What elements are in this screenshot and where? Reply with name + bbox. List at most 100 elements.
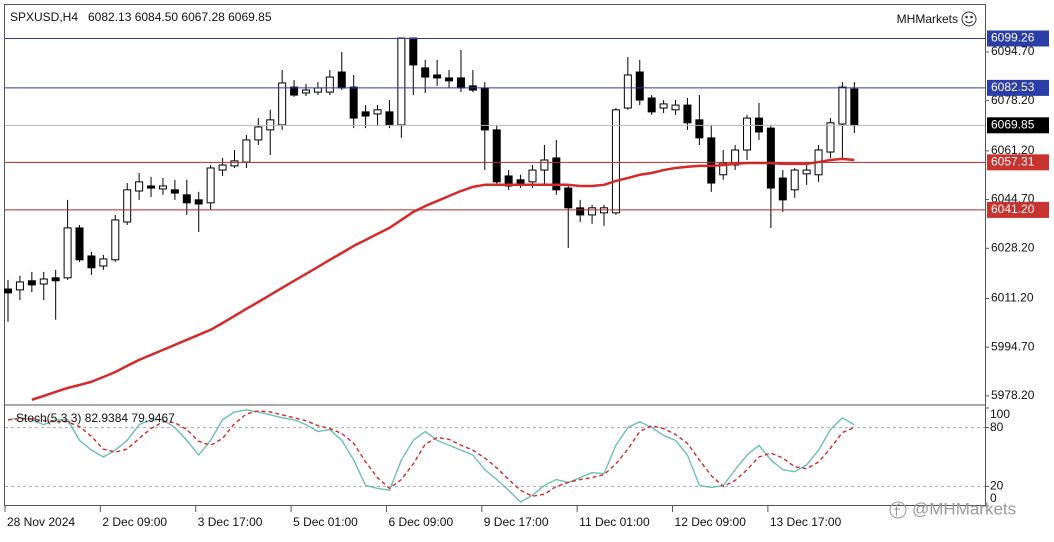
candle-body — [659, 103, 668, 109]
candle-body — [421, 67, 430, 78]
candle-body — [349, 86, 358, 119]
level-tag-label: 6082.53 — [991, 80, 1035, 94]
candle-body — [707, 137, 716, 184]
candle-body — [850, 88, 859, 126]
candle-body — [111, 219, 120, 261]
candle-body — [683, 104, 692, 124]
candle-body — [99, 258, 108, 267]
y-tick-label: 6094.70 — [991, 44, 1035, 58]
x-tick-label: 2 Dec 09:00 — [102, 515, 167, 529]
candle-body — [230, 160, 239, 167]
frame — [4, 4, 986, 506]
brand: MHMarkets — [897, 12, 958, 26]
x-tick-label: 11 Dec 01:00 — [579, 515, 650, 529]
candle-body — [373, 109, 382, 115]
level-tag-label: 6057.31 — [991, 155, 1035, 169]
candle-body — [385, 111, 394, 126]
candle-body — [540, 159, 549, 171]
y-tick-label: 6028.20 — [991, 240, 1035, 254]
y-tick-label: 6011.20 — [991, 291, 1034, 305]
symbol: SPXUSD,H4 — [10, 10, 78, 24]
y-tick-label: 6078.20 — [991, 93, 1035, 107]
candle-body — [4, 288, 12, 294]
candle-body — [576, 207, 585, 216]
level-tag — [987, 30, 1049, 47]
candle-body — [802, 169, 811, 175]
candle-body — [313, 87, 322, 93]
stoch-title: Stoch(5,3,3) 82.9384 79.9467 — [16, 411, 175, 425]
candle-body — [182, 194, 191, 204]
candle-body — [528, 169, 537, 183]
candle-body — [290, 86, 299, 96]
x-tick-label: 13 Dec 17:00 — [770, 515, 842, 529]
candle-body — [75, 227, 84, 261]
brand-icon — [961, 11, 977, 27]
candle-body — [838, 86, 847, 125]
candle-body — [242, 139, 251, 163]
series-line — [7, 409, 855, 503]
candle-body — [433, 74, 442, 79]
candle-body — [647, 97, 656, 113]
candle-body — [147, 185, 156, 189]
candle-body — [39, 278, 48, 285]
candle-body — [766, 127, 775, 189]
x-tick-label: 5 Dec 01:00 — [293, 515, 358, 529]
candle-body — [194, 199, 203, 205]
candle-body — [278, 82, 287, 126]
ohlc-values: 6082.13 6084.50 6067.28 6069.85 — [88, 10, 272, 24]
level-tag-label: 6041.20 — [991, 202, 1035, 216]
level-tag — [987, 154, 1049, 171]
y-tick-label: 80 — [990, 420, 1004, 434]
candle-body — [743, 117, 752, 151]
x-tick-label: 9 Dec 17:00 — [484, 515, 549, 529]
candle-body — [123, 189, 132, 223]
candle-body — [456, 77, 465, 89]
candle-body — [302, 89, 310, 94]
candle-body — [218, 164, 227, 171]
candle-body — [516, 179, 525, 185]
candle-body — [552, 157, 561, 191]
candle-body — [695, 119, 704, 139]
y-tick-label: 6061.20 — [991, 143, 1035, 157]
y-tick-label: 20 — [990, 479, 1004, 493]
candle-body — [27, 280, 36, 286]
y-tick-label: 0 — [990, 491, 997, 505]
candle-body — [206, 167, 215, 204]
candle-body — [63, 227, 72, 279]
level-tag — [987, 79, 1049, 96]
x-tick-label: 12 Dec 09:00 — [675, 515, 747, 529]
y-tick-label: 5978.20 — [991, 388, 1035, 402]
candle-body — [361, 111, 370, 117]
y-tick-label: 100 — [990, 407, 1010, 421]
level-tag-label: 6069.85 — [991, 117, 1035, 131]
candle-body — [254, 126, 263, 141]
watermark-icon — [889, 501, 907, 519]
x-tick-label: 6 Dec 09:00 — [388, 515, 453, 529]
candle-body — [51, 277, 60, 282]
y-tick-label: 5994.70 — [991, 339, 1035, 353]
candle-body — [492, 129, 501, 183]
x-tick-label: 3 Dec 17:00 — [198, 515, 263, 529]
level-tag-label: 6099.26 — [991, 31, 1035, 45]
candle-body — [564, 187, 573, 209]
candle-body — [623, 74, 632, 109]
candle-body — [826, 122, 835, 153]
candle-body — [337, 71, 346, 89]
candle-body — [778, 177, 787, 201]
candle-body — [325, 76, 334, 93]
candle-body — [611, 109, 620, 214]
series-line — [31, 157, 855, 401]
candle-body — [158, 185, 167, 190]
candle-body — [790, 169, 799, 191]
candle-body — [170, 189, 179, 194]
candle-body — [480, 87, 489, 131]
candle-body — [719, 162, 728, 176]
series-line — [7, 410, 855, 497]
level-tag — [987, 117, 1049, 134]
level-tag — [987, 201, 1049, 218]
candle-body — [15, 281, 24, 291]
candle-body — [397, 37, 406, 126]
